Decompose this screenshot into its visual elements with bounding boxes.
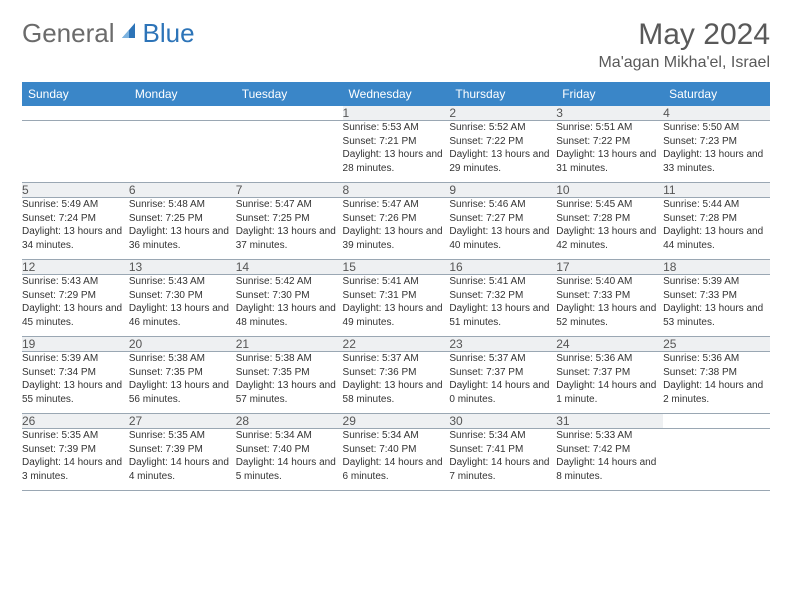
day-content-row: Sunrise: 5:53 AMSunset: 7:21 PMDaylight:… [22,121,770,183]
day-number-cell [129,106,236,121]
day-number-row: 19202122232425 [22,337,770,352]
day-of-week-header: Tuesday [236,82,343,106]
day-number-cell: 26 [22,414,129,429]
day-number-cell: 27 [129,414,236,429]
day-number-cell: 21 [236,337,343,352]
day-content-cell: Sunrise: 5:37 AMSunset: 7:36 PMDaylight:… [343,352,450,414]
header: General Blue May 2024 Ma'agan Mikha'el, … [22,18,770,72]
day-content-row: Sunrise: 5:49 AMSunset: 7:24 PMDaylight:… [22,198,770,260]
day-content-cell: Sunrise: 5:33 AMSunset: 7:42 PMDaylight:… [556,429,663,491]
day-content-cell: Sunrise: 5:36 AMSunset: 7:37 PMDaylight:… [556,352,663,414]
day-number-cell: 10 [556,183,663,198]
day-content-cell: Sunrise: 5:38 AMSunset: 7:35 PMDaylight:… [129,352,236,414]
day-number-cell: 30 [449,414,556,429]
day-content-cell [663,429,770,491]
day-content-cell: Sunrise: 5:39 AMSunset: 7:33 PMDaylight:… [663,275,770,337]
calendar-body: 1234Sunrise: 5:53 AMSunset: 7:21 PMDayli… [22,106,770,491]
day-number-cell: 8 [343,183,450,198]
day-number-cell: 22 [343,337,450,352]
day-content-cell: Sunrise: 5:45 AMSunset: 7:28 PMDaylight:… [556,198,663,260]
location: Ma'agan Mikha'el, Israel [598,54,770,72]
day-content-cell: Sunrise: 5:39 AMSunset: 7:34 PMDaylight:… [22,352,129,414]
day-of-week-header-row: SundayMondayTuesdayWednesdayThursdayFrid… [22,82,770,106]
day-number-cell: 29 [343,414,450,429]
day-of-week-header: Thursday [449,82,556,106]
day-content-cell: Sunrise: 5:47 AMSunset: 7:26 PMDaylight:… [343,198,450,260]
day-number-cell: 12 [22,260,129,275]
day-number-cell: 31 [556,414,663,429]
day-number-cell: 6 [129,183,236,198]
title-block: May 2024 Ma'agan Mikha'el, Israel [598,18,770,72]
day-number-row: 12131415161718 [22,260,770,275]
day-number-cell: 18 [663,260,770,275]
day-number-cell: 11 [663,183,770,198]
day-content-cell: Sunrise: 5:35 AMSunset: 7:39 PMDaylight:… [22,429,129,491]
day-number-cell: 28 [236,414,343,429]
day-number-row: 1234 [22,106,770,121]
month-title: May 2024 [598,18,770,52]
day-of-week-header: Friday [556,82,663,106]
day-number-cell: 25 [663,337,770,352]
day-number-cell: 19 [22,337,129,352]
day-of-week-header: Sunday [22,82,129,106]
day-number-cell: 23 [449,337,556,352]
day-content-cell: Sunrise: 5:48 AMSunset: 7:25 PMDaylight:… [129,198,236,260]
sail-icon [119,18,141,49]
day-of-week-header: Monday [129,82,236,106]
day-content-cell: Sunrise: 5:40 AMSunset: 7:33 PMDaylight:… [556,275,663,337]
day-number-row: 567891011 [22,183,770,198]
day-content-cell: Sunrise: 5:51 AMSunset: 7:22 PMDaylight:… [556,121,663,183]
day-content-cell: Sunrise: 5:38 AMSunset: 7:35 PMDaylight:… [236,352,343,414]
day-number-cell [663,414,770,429]
day-number-cell: 20 [129,337,236,352]
day-content-cell [22,121,129,183]
day-content-cell: Sunrise: 5:34 AMSunset: 7:40 PMDaylight:… [343,429,450,491]
logo: General Blue [22,18,195,49]
day-content-cell: Sunrise: 5:34 AMSunset: 7:41 PMDaylight:… [449,429,556,491]
day-content-cell: Sunrise: 5:44 AMSunset: 7:28 PMDaylight:… [663,198,770,260]
day-number-row: 262728293031 [22,414,770,429]
day-number-cell: 1 [343,106,450,121]
day-content-row: Sunrise: 5:35 AMSunset: 7:39 PMDaylight:… [22,429,770,491]
day-number-cell: 14 [236,260,343,275]
day-content-row: Sunrise: 5:39 AMSunset: 7:34 PMDaylight:… [22,352,770,414]
day-content-cell: Sunrise: 5:52 AMSunset: 7:22 PMDaylight:… [449,121,556,183]
day-number-cell: 7 [236,183,343,198]
day-content-cell: Sunrise: 5:35 AMSunset: 7:39 PMDaylight:… [129,429,236,491]
day-number-cell: 9 [449,183,556,198]
day-number-cell: 17 [556,260,663,275]
day-content-cell: Sunrise: 5:41 AMSunset: 7:32 PMDaylight:… [449,275,556,337]
day-number-cell [22,106,129,121]
day-number-cell: 3 [556,106,663,121]
day-content-cell: Sunrise: 5:53 AMSunset: 7:21 PMDaylight:… [343,121,450,183]
day-number-cell: 4 [663,106,770,121]
day-content-cell: Sunrise: 5:41 AMSunset: 7:31 PMDaylight:… [343,275,450,337]
day-number-cell: 15 [343,260,450,275]
day-number-cell: 5 [22,183,129,198]
day-content-cell: Sunrise: 5:49 AMSunset: 7:24 PMDaylight:… [22,198,129,260]
day-number-cell: 24 [556,337,663,352]
day-number-cell: 16 [449,260,556,275]
calendar-table: SundayMondayTuesdayWednesdayThursdayFrid… [22,82,770,491]
day-content-cell: Sunrise: 5:37 AMSunset: 7:37 PMDaylight:… [449,352,556,414]
day-of-week-header: Saturday [663,82,770,106]
day-content-cell: Sunrise: 5:50 AMSunset: 7:23 PMDaylight:… [663,121,770,183]
day-content-cell [236,121,343,183]
day-number-cell: 13 [129,260,236,275]
day-content-cell: Sunrise: 5:47 AMSunset: 7:25 PMDaylight:… [236,198,343,260]
day-number-cell [236,106,343,121]
day-content-row: Sunrise: 5:43 AMSunset: 7:29 PMDaylight:… [22,275,770,337]
logo-text-1: General [22,18,115,49]
day-content-cell: Sunrise: 5:46 AMSunset: 7:27 PMDaylight:… [449,198,556,260]
logo-text-2: Blue [143,18,195,49]
day-of-week-header: Wednesday [343,82,450,106]
day-content-cell [129,121,236,183]
day-content-cell: Sunrise: 5:42 AMSunset: 7:30 PMDaylight:… [236,275,343,337]
day-content-cell: Sunrise: 5:34 AMSunset: 7:40 PMDaylight:… [236,429,343,491]
day-content-cell: Sunrise: 5:43 AMSunset: 7:29 PMDaylight:… [22,275,129,337]
day-content-cell: Sunrise: 5:36 AMSunset: 7:38 PMDaylight:… [663,352,770,414]
day-content-cell: Sunrise: 5:43 AMSunset: 7:30 PMDaylight:… [129,275,236,337]
day-number-cell: 2 [449,106,556,121]
